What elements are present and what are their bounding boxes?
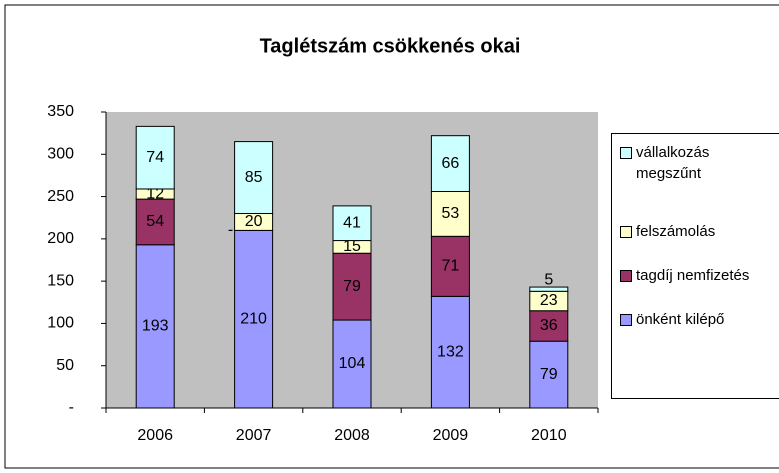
data-label: 71	[442, 258, 460, 275]
data-label: 104	[339, 355, 366, 372]
data-label: 54	[146, 213, 164, 230]
bar-segment	[135, 125, 175, 190]
legend-item: vállalkozás megszűnt	[620, 142, 770, 184]
data-label: 53	[442, 205, 460, 222]
bar-segment	[430, 190, 470, 237]
bar-segment	[332, 252, 372, 321]
bar-segment	[135, 198, 175, 246]
x-tick-label: 2006	[137, 427, 173, 444]
bar-segment	[529, 286, 569, 292]
x-tick-label: 2010	[531, 427, 567, 444]
data-label: 193	[142, 318, 169, 335]
legend-item: felszámolás	[620, 221, 770, 242]
bar-segment	[332, 205, 372, 242]
y-tick-label: 150	[47, 272, 74, 289]
legend-swatch	[620, 226, 632, 238]
legend-swatch	[620, 270, 632, 282]
data-label: 36	[540, 317, 558, 334]
legend-label: tagdíj nemfizetés	[636, 267, 750, 284]
data-label: -	[228, 222, 233, 239]
y-tick-label: 350	[47, 103, 74, 120]
legend: vállalkozás megszűnt felszámolás tagdíj ne…	[611, 133, 779, 399]
legend-label: önként kilépő	[636, 311, 725, 328]
data-label: 132	[437, 343, 464, 360]
data-label: 79	[343, 278, 361, 295]
chart-title: Taglétszám csökkenés okai	[260, 35, 521, 57]
data-label: 85	[245, 169, 263, 186]
data-label: 41	[343, 214, 361, 231]
data-label: 79	[540, 366, 558, 383]
y-tick-label: 50	[56, 357, 74, 374]
data-label: 12	[146, 185, 164, 202]
data-label: 74	[146, 149, 164, 166]
x-tick-label: 2008	[334, 427, 370, 444]
data-label: 210	[240, 310, 267, 327]
x-tick-label: 2007	[236, 427, 272, 444]
bar-segment	[332, 319, 372, 409]
data-label: 15	[343, 238, 361, 255]
y-tick-label: 300	[47, 146, 74, 163]
y-tick-label: -	[69, 399, 74, 416]
y-tick-label: 100	[47, 315, 74, 332]
x-tick-label: 2009	[433, 427, 469, 444]
data-label: 66	[442, 155, 460, 172]
bar-segment	[430, 135, 470, 192]
legend-item: tagdíj nemfizetés	[620, 265, 770, 286]
bar-segment	[430, 235, 470, 297]
y-tick-label: 250	[47, 188, 74, 205]
legend-label: vállalkozás megszűnt	[636, 144, 710, 182]
legend-item: önként kilépő	[620, 309, 770, 330]
bar-segment	[234, 141, 274, 214]
legend-swatch	[620, 147, 632, 159]
bar-segment	[430, 295, 470, 409]
legend-swatch	[620, 314, 632, 326]
data-label: 5	[544, 271, 553, 288]
legend-label: felszámolás	[636, 223, 716, 240]
bar-segment	[234, 229, 274, 409]
bar-segment	[529, 310, 569, 342]
bar-segment	[135, 244, 175, 409]
data-label: 20	[245, 213, 263, 230]
y-tick-label: 200	[47, 230, 74, 247]
data-label: 23	[540, 292, 558, 309]
